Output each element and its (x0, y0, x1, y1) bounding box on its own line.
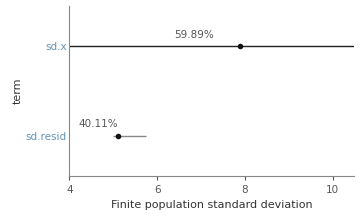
Text: 59.89%: 59.89% (175, 30, 215, 40)
Y-axis label: term: term (13, 78, 23, 104)
X-axis label: Finite population standard deviation: Finite population standard deviation (111, 200, 313, 210)
Text: 40.11%: 40.11% (78, 119, 118, 129)
